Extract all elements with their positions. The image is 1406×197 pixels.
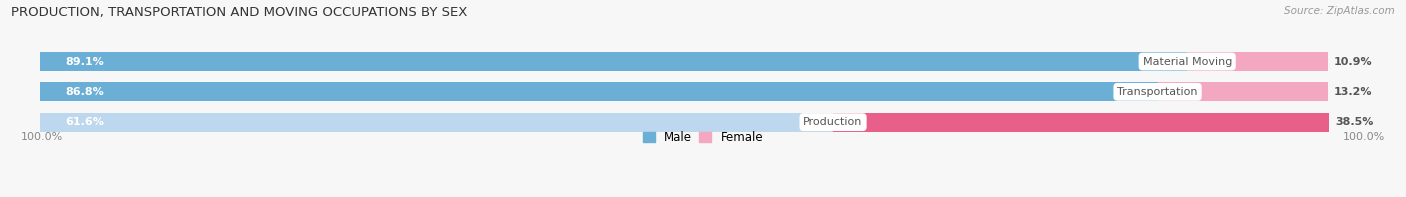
Text: Source: ZipAtlas.com: Source: ZipAtlas.com <box>1284 6 1395 16</box>
Bar <box>39 113 1327 132</box>
Bar <box>39 82 1157 101</box>
Text: 100.0%: 100.0% <box>21 132 63 142</box>
Text: Production: Production <box>803 117 863 127</box>
Text: 89.1%: 89.1% <box>66 57 104 67</box>
Text: 38.5%: 38.5% <box>1336 117 1374 127</box>
Text: 86.8%: 86.8% <box>66 87 104 97</box>
Bar <box>1157 82 1327 101</box>
Text: 100.0%: 100.0% <box>1343 132 1385 142</box>
Bar <box>39 82 1327 101</box>
Bar <box>39 52 1187 71</box>
Text: 13.2%: 13.2% <box>1334 87 1372 97</box>
Text: 61.6%: 61.6% <box>66 117 104 127</box>
Text: Material Moving: Material Moving <box>1143 57 1232 67</box>
Bar <box>39 52 1327 71</box>
Text: Transportation: Transportation <box>1118 87 1198 97</box>
Bar <box>1187 52 1327 71</box>
Bar <box>39 113 834 132</box>
Text: 10.9%: 10.9% <box>1334 57 1372 67</box>
Bar <box>834 113 1329 132</box>
Legend: Male, Female: Male, Female <box>643 131 763 144</box>
Text: PRODUCTION, TRANSPORTATION AND MOVING OCCUPATIONS BY SEX: PRODUCTION, TRANSPORTATION AND MOVING OC… <box>11 6 468 19</box>
